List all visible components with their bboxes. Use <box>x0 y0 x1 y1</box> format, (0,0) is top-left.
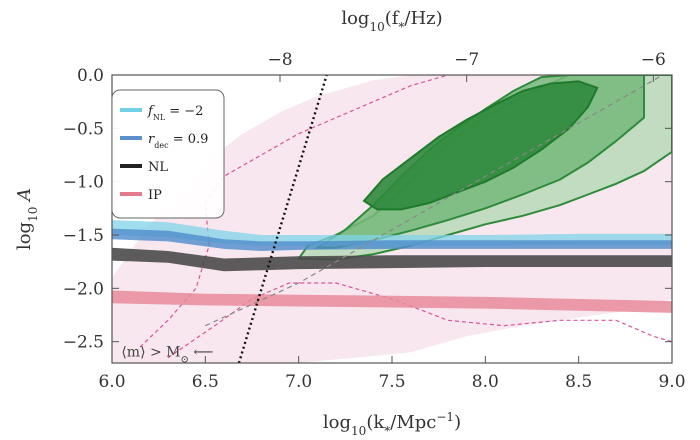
x-tick-label-5: 8.5 <box>565 372 592 392</box>
y-tick-label-4: −2.0 <box>63 279 104 299</box>
legend-box <box>111 89 225 219</box>
top-axis-title: log10(f*/Hz) <box>341 8 442 34</box>
x-tick-label-3: 7.5 <box>378 372 405 392</box>
legend-label-0: fNL = −2 <box>147 104 203 122</box>
y-axis-title: log10 A <box>14 188 40 250</box>
top-tick-label-2: −6 <box>641 50 666 70</box>
black-dotted-line <box>237 75 328 363</box>
legend: fNL = −2 rdec = 0.9 NL IP <box>111 89 225 219</box>
y-tick-label-2: −1.0 <box>63 173 104 193</box>
lines-layer <box>205 75 663 363</box>
y-tick-label-5: −2.5 <box>63 333 104 353</box>
x-tick-label-1: 6.5 <box>192 372 219 392</box>
top-tick-label-0: −8 <box>267 50 292 70</box>
contour-layer <box>296 75 672 261</box>
legend-label-2: NL <box>148 160 168 175</box>
band-2 <box>112 247 672 272</box>
x-tick-label-6: 9.0 <box>658 372 685 392</box>
x-tick-label-2: 7.0 <box>285 372 312 392</box>
band-1 <box>112 228 672 251</box>
grey-dashed-line <box>205 75 663 327</box>
mass-annotation: ⟨m⟩ > M⊙ ⟵ <box>121 344 213 365</box>
y-tick-label-0: 0.0 <box>77 66 104 86</box>
x-tick-label-0: 6.0 <box>98 372 125 392</box>
bands-layer <box>112 220 672 313</box>
x-axis-title: log10(k*/Mpc−1) <box>323 410 461 438</box>
y-tick-label-1: −0.5 <box>63 119 104 139</box>
y-tick-label-3: −1.5 <box>63 226 104 246</box>
legend-label-3: IP <box>148 188 162 203</box>
band-3 <box>112 290 672 313</box>
band-0 <box>112 220 672 246</box>
top-tick-label-1: −7 <box>454 50 479 70</box>
ticks-layer: 6.0 6.5 7.0 7.5 8.0 8.5 9.0 0.0 −0.5 −1.0 −1.5 −2.0… <box>63 50 686 392</box>
green-contour-inner <box>362 80 599 211</box>
x-tick-label-4: 8.0 <box>472 372 499 392</box>
legend-label-1: rdec = 0.9 <box>148 132 208 150</box>
